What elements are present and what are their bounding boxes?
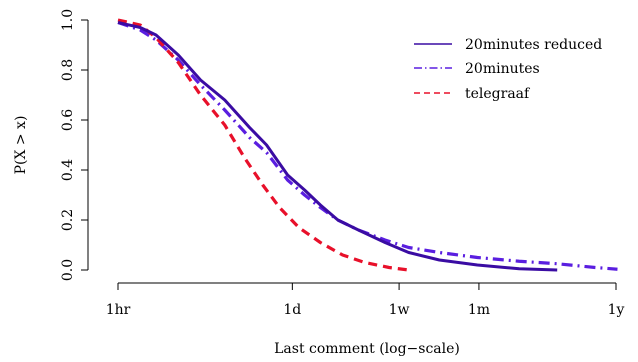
- x-axis: 1hr 1d 1w 1m 1y: [106, 282, 625, 318]
- x-tick-label: 1d: [283, 302, 301, 318]
- x-axis-title: Last comment (log−scale): [274, 341, 460, 357]
- y-tick-label: 0.4: [60, 159, 76, 181]
- series-line-20minutes-reduced: [117, 21, 558, 272]
- series-line-telegraaf: [117, 18, 409, 272]
- series-line-20minutes: [117, 20, 618, 271]
- y-axis-title: P(X > x): [13, 116, 29, 175]
- x-tick-label: 1m: [468, 302, 490, 318]
- legend-label: 20minutes reduced: [465, 37, 602, 53]
- y-tick-label: 0.8: [60, 59, 76, 81]
- legend-label: telegraaf: [465, 86, 531, 102]
- y-axis: 0.0 0.2 0.4 0.6 0.8 1.0: [60, 9, 89, 281]
- series-layer: [117, 18, 618, 272]
- y-tick-label: 1.0: [60, 9, 76, 31]
- y-tick-label: 0.6: [60, 109, 76, 131]
- x-tick-label: 1w: [389, 302, 410, 318]
- legend: 20minutes reduced 20minutes telegraaf: [414, 37, 602, 102]
- y-tick-label: 0.2: [60, 209, 76, 231]
- legend-label: 20minutes: [465, 61, 540, 77]
- y-tick-label: 0.0: [60, 259, 76, 281]
- x-tick-label: 1y: [608, 302, 625, 318]
- x-tick-label: 1hr: [106, 302, 131, 318]
